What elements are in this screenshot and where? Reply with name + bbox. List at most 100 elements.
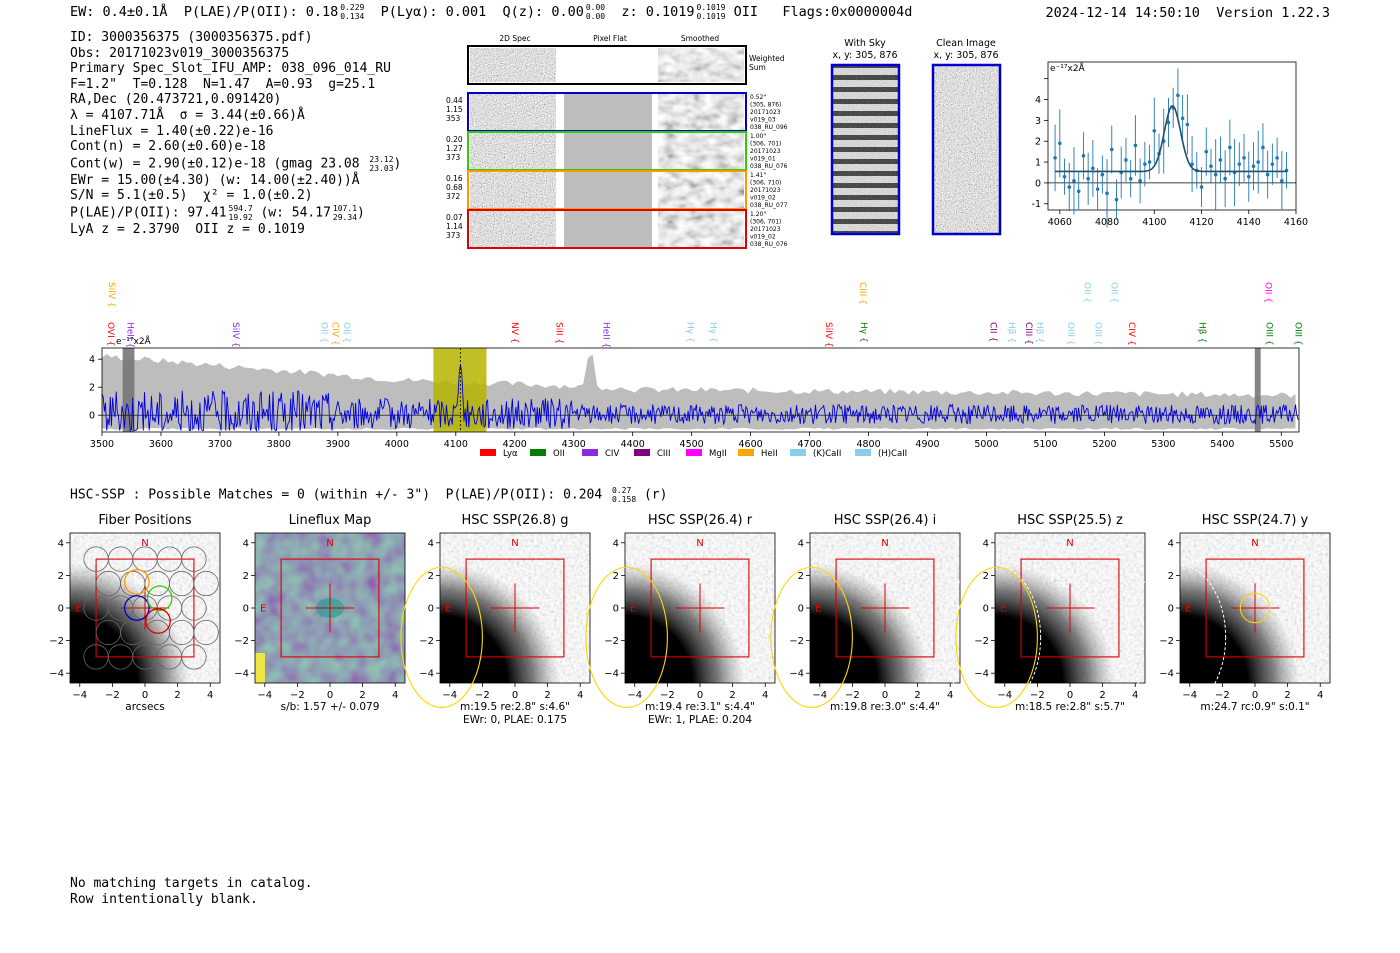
cutout-title: HSC SSP(26.4) i xyxy=(834,513,936,528)
data-point xyxy=(1204,149,1209,154)
selected-fiber-circle xyxy=(146,585,173,612)
clean-image xyxy=(933,66,1000,234)
fiber-pixelflat-image xyxy=(564,94,652,130)
y-tick-label: 3 xyxy=(1035,116,1041,127)
fiber-row-right-value: 038_RU_076 xyxy=(750,241,788,248)
cutout-caption: arcsecs xyxy=(125,701,164,713)
data-point xyxy=(1143,162,1147,166)
y-tick-label: 4 xyxy=(1035,95,1041,106)
x-tick-label: 2 xyxy=(914,690,920,701)
x-tick-label: 4 xyxy=(577,690,583,701)
data-point xyxy=(1213,172,1218,177)
north-label: N xyxy=(1251,538,1258,549)
line-marker-label: OII { xyxy=(1109,282,1119,303)
x-tick-label: 0 xyxy=(697,690,703,701)
search-box xyxy=(95,558,195,658)
data-point xyxy=(1246,174,1251,179)
x-tick-label: 2 xyxy=(1284,690,1290,701)
y-tick-label: −4 xyxy=(234,669,249,680)
fiber-circle xyxy=(193,570,219,597)
ew-value: EW: 0.4±0.1Å xyxy=(70,4,168,20)
x-tick-label: 4 xyxy=(392,690,398,701)
fiber-circle xyxy=(181,546,207,572)
fiber-2dspec-image xyxy=(470,211,556,247)
fit-plot-frame xyxy=(1047,61,1297,211)
legend-label: CIV xyxy=(605,449,619,459)
x-tick-label: −4 xyxy=(627,690,642,701)
line-marker-label: Hγ { xyxy=(858,322,868,343)
line-marker-label: SiIV { xyxy=(823,322,833,348)
y-tick-label: 4 xyxy=(613,538,619,549)
data-point xyxy=(1218,158,1223,162)
line-marker-label: OIII { xyxy=(1293,322,1303,346)
cutout-3: HSC SSP(26.8) g N E −4 −4 −2 −2 0 0 2 2 4 4 m:19.5 re… xyxy=(400,513,591,726)
col-header-pixelflat: Pixel Flat xyxy=(593,34,627,43)
data-point xyxy=(1058,141,1062,146)
data-point xyxy=(1166,120,1171,125)
x-tick-label: 4 xyxy=(1132,690,1138,701)
line-marker-label: OII { xyxy=(318,322,328,343)
x-tick-label: −2 xyxy=(475,690,490,701)
x-tick-label: 5400 xyxy=(1210,439,1234,450)
hsc-upper: 0.27 xyxy=(612,486,632,495)
spectrum-line xyxy=(101,364,1300,433)
data-point xyxy=(1176,93,1180,98)
plae2-lower: 19.92 xyxy=(228,212,253,222)
clean-image-title: Clean Image xyxy=(936,38,996,49)
data-point xyxy=(1242,156,1246,160)
data-point xyxy=(1237,162,1242,166)
line-marker-label: CIV { xyxy=(1126,322,1136,346)
line-marker-label: OII { xyxy=(1262,282,1272,303)
line-marker-label: Hγ { xyxy=(708,322,718,343)
cutout-caption: m:18.5 re:2.8" s:5.7" xyxy=(1015,701,1125,713)
summary-header: EW: 0.4±0.1Å P(LAE)/P(OII): 0.18 0.229 0.1… xyxy=(70,3,912,21)
line-marker-label: OII { xyxy=(1081,282,1091,303)
fit-window-highlight xyxy=(433,348,487,432)
fiber-smoothed-image xyxy=(658,94,744,130)
x-tick-label: 4140 xyxy=(1237,217,1261,228)
x-tick-label: 0 xyxy=(512,690,518,701)
cutout-caption: s/b: 1.57 +/- 0.079 xyxy=(281,701,380,713)
line-marker-label: CIII { xyxy=(1023,322,1033,345)
cutout-2: Lineflux Map N E −4 −4 −2 −2 0 0 2 2 4 4 s/b: 1.57 +/… xyxy=(234,513,406,713)
data-point xyxy=(1251,164,1256,169)
y-tick-label: 4 xyxy=(243,538,249,549)
search-box xyxy=(280,558,380,658)
y-tick-label: −4 xyxy=(49,669,64,680)
data-point xyxy=(1147,160,1152,164)
fiber-2dspec-image xyxy=(470,133,556,169)
y-tick-label: −4 xyxy=(789,669,804,680)
legend-label: HeII xyxy=(761,449,778,459)
line-marker-label: SiIV { xyxy=(106,282,116,308)
fiber-row-right-value: (306, 710) xyxy=(750,180,781,187)
search-box xyxy=(835,558,935,658)
cutout-caption-2: EWr: 0, PLAE: 0.175 xyxy=(463,714,567,726)
fiber-row-left-value: 1.15 xyxy=(446,105,463,114)
data-point xyxy=(1109,147,1114,152)
x-tick-label: 2 xyxy=(729,690,735,701)
x-tick-label: −2 xyxy=(1030,690,1045,701)
line-marker-label: OIII { xyxy=(1264,322,1274,346)
x-tick-label: 5500 xyxy=(1269,439,1293,450)
contw-lower: 23.03 xyxy=(369,163,394,173)
y-tick-label: -1 xyxy=(1032,199,1041,210)
z-lower: 0.1019 xyxy=(696,12,726,21)
fiber-pixelflat-image xyxy=(564,172,652,208)
line-marker-label: SiII { xyxy=(554,322,564,344)
data-point xyxy=(1185,122,1190,127)
y-tick-label: 0 xyxy=(798,604,804,615)
y-tick-label: 2 xyxy=(613,571,619,582)
data-point xyxy=(1265,172,1270,177)
x-tick-label: 4300 xyxy=(562,439,586,450)
fiber-row-right-value: 1.41" xyxy=(750,172,766,179)
legend-swatch xyxy=(738,449,754,456)
fiber-row-left-value: 1.27 xyxy=(446,144,463,153)
legend-swatch xyxy=(790,449,806,456)
fiber-row-border xyxy=(467,209,747,249)
fit-ylabel: e⁻¹⁷x2Å xyxy=(1050,62,1086,74)
y-tick-label: 0 xyxy=(243,604,249,615)
data-point xyxy=(1209,164,1213,169)
fiber-circle xyxy=(181,595,207,621)
x-tick-label: 4600 xyxy=(739,439,763,450)
y-tick-label: 0 xyxy=(89,411,95,422)
